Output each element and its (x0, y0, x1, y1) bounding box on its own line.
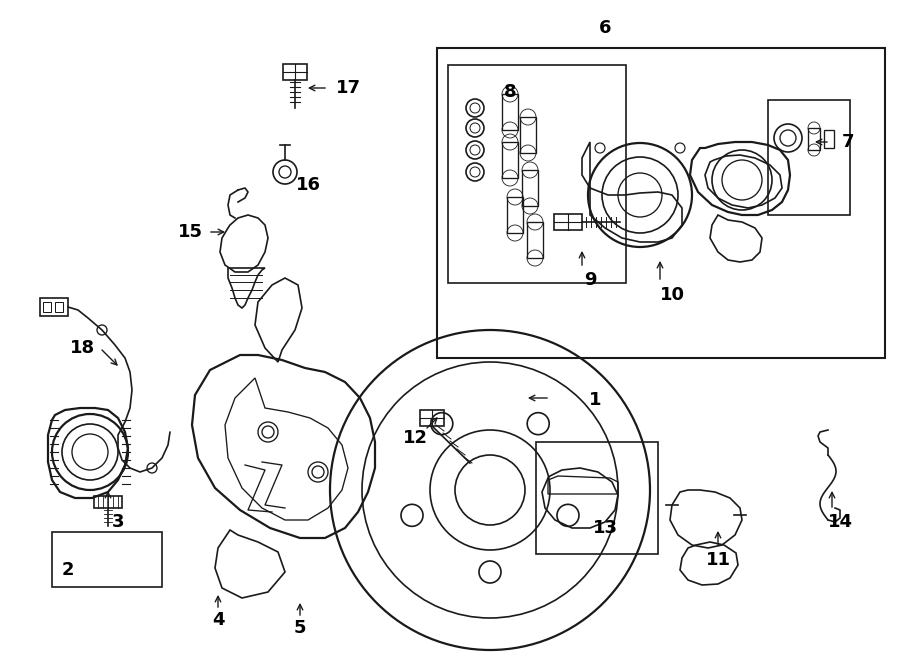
Bar (437, 48, 885, 358)
Text: 15: 15 (177, 223, 202, 241)
Text: 12: 12 (402, 429, 428, 447)
Text: 6: 6 (598, 19, 611, 37)
Text: 7: 7 (842, 133, 854, 151)
Text: 18: 18 (69, 339, 94, 357)
Text: 2: 2 (62, 561, 74, 579)
Bar (283, 64, 307, 80)
Text: 13: 13 (592, 519, 617, 537)
Bar (502, 142, 518, 178)
Bar (507, 197, 523, 233)
Bar (420, 410, 444, 426)
Bar (40, 298, 68, 316)
Bar (94, 496, 122, 508)
Text: 14: 14 (827, 513, 852, 531)
Text: 5: 5 (293, 619, 306, 637)
Bar (55, 302, 63, 312)
Text: 1: 1 (589, 391, 601, 409)
Text: 16: 16 (295, 176, 320, 194)
Bar (768, 100, 850, 215)
Text: 11: 11 (706, 551, 731, 569)
Bar (522, 170, 538, 206)
Bar (824, 130, 834, 148)
Bar (554, 214, 582, 230)
Text: 9: 9 (584, 271, 596, 289)
Text: 3: 3 (112, 513, 124, 531)
Bar (52, 532, 162, 587)
Bar (43, 302, 51, 312)
Bar (536, 442, 658, 554)
Text: 4: 4 (212, 611, 224, 629)
Bar (502, 94, 518, 130)
Bar (527, 222, 543, 258)
Text: 17: 17 (336, 79, 361, 97)
Bar (448, 65, 626, 283)
Text: 8: 8 (504, 83, 517, 101)
Bar (520, 117, 536, 153)
Text: 10: 10 (660, 286, 685, 304)
Bar (808, 128, 820, 150)
